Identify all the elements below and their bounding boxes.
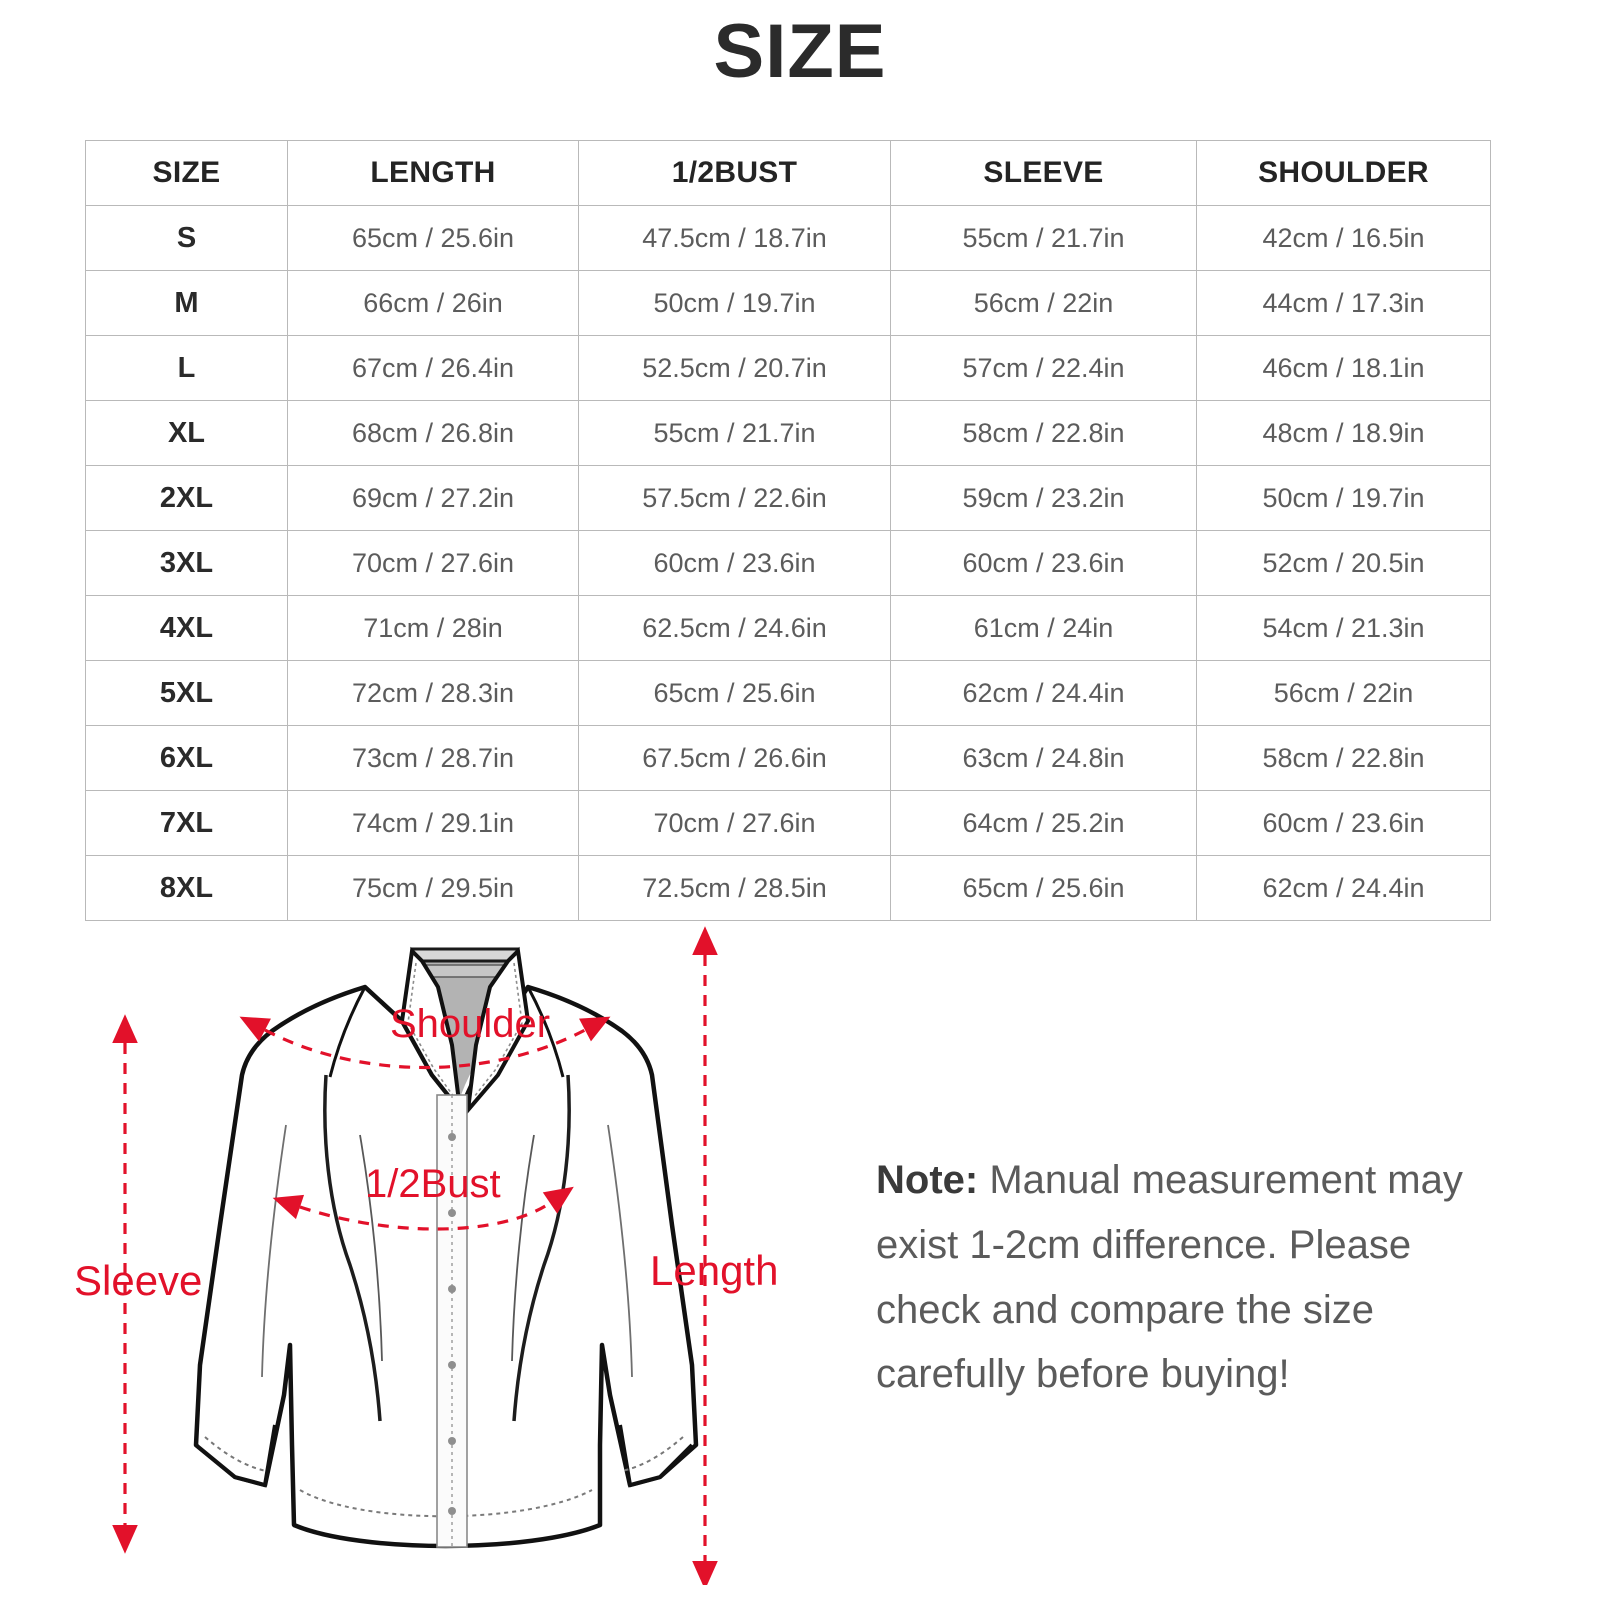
dart-left — [359, 1134, 383, 1362]
measurement-note: Note: Manual measurement may exist 1-2cm… — [876, 1148, 1496, 1407]
table-row: 7XL 74cm / 29.1in 70cm / 27.6in 64cm / 25.2… — [85, 790, 1491, 856]
cell-size: 2XL — [85, 465, 288, 531]
cell-length: 69cm / 27.2in — [287, 465, 579, 531]
table-body: S 65cm / 25.6in 47.5cm / 18.7in 55cm / 21.7… — [85, 205, 1491, 921]
table-row: 6XL 73cm / 28.7in 67.5cm / 26.6in 63cm / 24… — [85, 725, 1491, 791]
sleeve-label: Sleeve — [74, 1257, 202, 1304]
cell-sleeve: 64cm / 25.2in — [890, 790, 1197, 856]
cell-bust: 62.5cm / 24.6in — [578, 595, 891, 661]
cell-length: 73cm / 28.7in — [287, 725, 579, 791]
bust-label: 1/2Bust — [365, 1162, 501, 1206]
table-header-row: SIZE LENGTH 1/2BUST SLEEVE SHOULDER — [85, 140, 1491, 206]
cell-length: 66cm / 26in — [287, 270, 579, 336]
cuff-right — [618, 1424, 694, 1488]
column-header-length: LENGTH — [287, 140, 579, 206]
cell-shoulder: 44cm / 17.3in — [1196, 270, 1491, 336]
cell-length: 68cm / 26.8in — [287, 400, 579, 466]
table-row: M 66cm / 26in 50cm / 19.7in 56cm / 22in 44cm… — [85, 270, 1491, 336]
table-row: 4XL 71cm / 28in 62.5cm / 24.6in 61cm / 24in… — [85, 595, 1491, 661]
shoulder-label: Shoulder — [390, 1002, 550, 1046]
cell-sleeve: 55cm / 21.7in — [890, 205, 1197, 271]
cell-sleeve: 62cm / 24.4in — [890, 660, 1197, 726]
garment-measurement-diagram: Shoulder 1/2Bust Sleeve Length — [60, 925, 820, 1585]
cell-shoulder: 42cm / 16.5in — [1196, 205, 1491, 271]
cell-sleeve: 65cm / 25.6in — [890, 855, 1197, 921]
cell-bust: 47.5cm / 18.7in — [578, 205, 891, 271]
table-row: L 67cm / 26.4in 52.5cm / 20.7in 57cm / 22.4… — [85, 335, 1491, 401]
armhole-seam-left — [323, 1074, 382, 1422]
table-row: 2XL 69cm / 27.2in 57.5cm / 22.6in 59cm / 23… — [85, 465, 1491, 531]
cell-sleeve: 61cm / 24in — [890, 595, 1197, 661]
cell-length: 71cm / 28in — [287, 595, 579, 661]
cell-sleeve: 59cm / 23.2in — [890, 465, 1197, 531]
cell-size: 8XL — [85, 855, 288, 921]
table-row: 5XL 72cm / 28.3in 65cm / 25.6in 62cm / 24.4… — [85, 660, 1491, 726]
shoulder-measure-arrow — [239, 1016, 611, 1069]
cell-bust: 70cm / 27.6in — [578, 790, 891, 856]
size-chart-table: SIZE LENGTH 1/2BUST SLEEVE SHOULDER S 65c… — [85, 140, 1491, 921]
cell-size: 7XL — [85, 790, 288, 856]
cuff-left-stitch — [204, 1436, 267, 1472]
cell-bust: 65cm / 25.6in — [578, 660, 891, 726]
sleeve-fold-left — [261, 1124, 287, 1378]
cell-sleeve: 58cm / 22.8in — [890, 400, 1197, 466]
cell-size: 6XL — [85, 725, 288, 791]
cell-size: XL — [85, 400, 288, 466]
cell-sleeve: 60cm / 23.6in — [890, 530, 1197, 596]
cell-length: 67cm / 26.4in — [287, 335, 579, 401]
column-header-shoulder: SHOULDER — [1196, 140, 1491, 206]
cell-shoulder: 48cm / 18.9in — [1196, 400, 1491, 466]
cell-size: M — [85, 270, 288, 336]
collar-leaf-right-stitch — [473, 962, 523, 1098]
column-header-bust: 1/2BUST — [578, 140, 891, 206]
cell-size: 5XL — [85, 660, 288, 726]
cell-sleeve: 63cm / 24.8in — [890, 725, 1197, 791]
cell-bust: 67.5cm / 26.6in — [578, 725, 891, 791]
column-header-sleeve: SLEEVE — [890, 140, 1197, 206]
cell-shoulder: 58cm / 22.8in — [1196, 725, 1491, 791]
cell-length: 70cm / 27.6in — [287, 530, 579, 596]
note-text: Manual measurement may exist 1-2cm diffe… — [876, 1158, 1463, 1397]
cell-shoulder: 56cm / 22in — [1196, 660, 1491, 726]
cell-shoulder: 52cm / 20.5in — [1196, 530, 1491, 596]
bust-measure-arrow — [272, 1186, 574, 1231]
note-label: Note: — [876, 1158, 979, 1202]
cell-bust: 60cm / 23.6in — [578, 530, 891, 596]
collar-leaf-left-stitch — [407, 962, 455, 1098]
cell-sleeve: 56cm / 22in — [890, 270, 1197, 336]
cell-bust: 55cm / 21.7in — [578, 400, 891, 466]
cell-shoulder: 60cm / 23.6in — [1196, 790, 1491, 856]
cell-shoulder: 54cm / 21.3in — [1196, 595, 1491, 661]
table-row: XL 68cm / 26.8in 55cm / 21.7in 58cm / 22.8i… — [85, 400, 1491, 466]
cell-size: 4XL — [85, 595, 288, 661]
sleeve-fold-right — [607, 1124, 633, 1378]
page-title: SIZE — [713, 9, 887, 94]
table-row: S 65cm / 25.6in 47.5cm / 18.7in 55cm / 21.7… — [85, 205, 1491, 271]
table-row: 8XL 75cm / 29.5in 72.5cm / 28.5in 65cm / 25… — [85, 855, 1491, 921]
armhole-seam-right — [512, 1074, 571, 1422]
cell-size: 3XL — [85, 530, 288, 596]
cell-shoulder: 46cm / 18.1in — [1196, 335, 1491, 401]
cell-length: 65cm / 25.6in — [287, 205, 579, 271]
cell-length: 72cm / 28.3in — [287, 660, 579, 726]
cell-bust: 50cm / 19.7in — [578, 270, 891, 336]
cell-size: S — [85, 205, 288, 271]
cell-length: 74cm / 29.1in — [287, 790, 579, 856]
dart-right — [511, 1134, 535, 1362]
length-label: Length — [650, 1247, 778, 1294]
cell-shoulder: 62cm / 24.4in — [1196, 855, 1491, 921]
column-header-size: SIZE — [85, 140, 288, 206]
cuff-left — [194, 1424, 277, 1488]
cell-sleeve: 57cm / 22.4in — [890, 335, 1197, 401]
cell-size: L — [85, 335, 288, 401]
cell-bust: 72.5cm / 28.5in — [578, 855, 891, 921]
cell-shoulder: 50cm / 19.7in — [1196, 465, 1491, 531]
cuff-right-stitch — [621, 1436, 684, 1472]
cell-length: 75cm / 29.5in — [287, 855, 579, 921]
cell-bust: 52.5cm / 20.7in — [578, 335, 891, 401]
table-row: 3XL 70cm / 27.6in 60cm / 23.6in 60cm / 23.6… — [85, 530, 1491, 596]
cell-bust: 57.5cm / 22.6in — [578, 465, 891, 531]
collar-band — [410, 947, 520, 963]
